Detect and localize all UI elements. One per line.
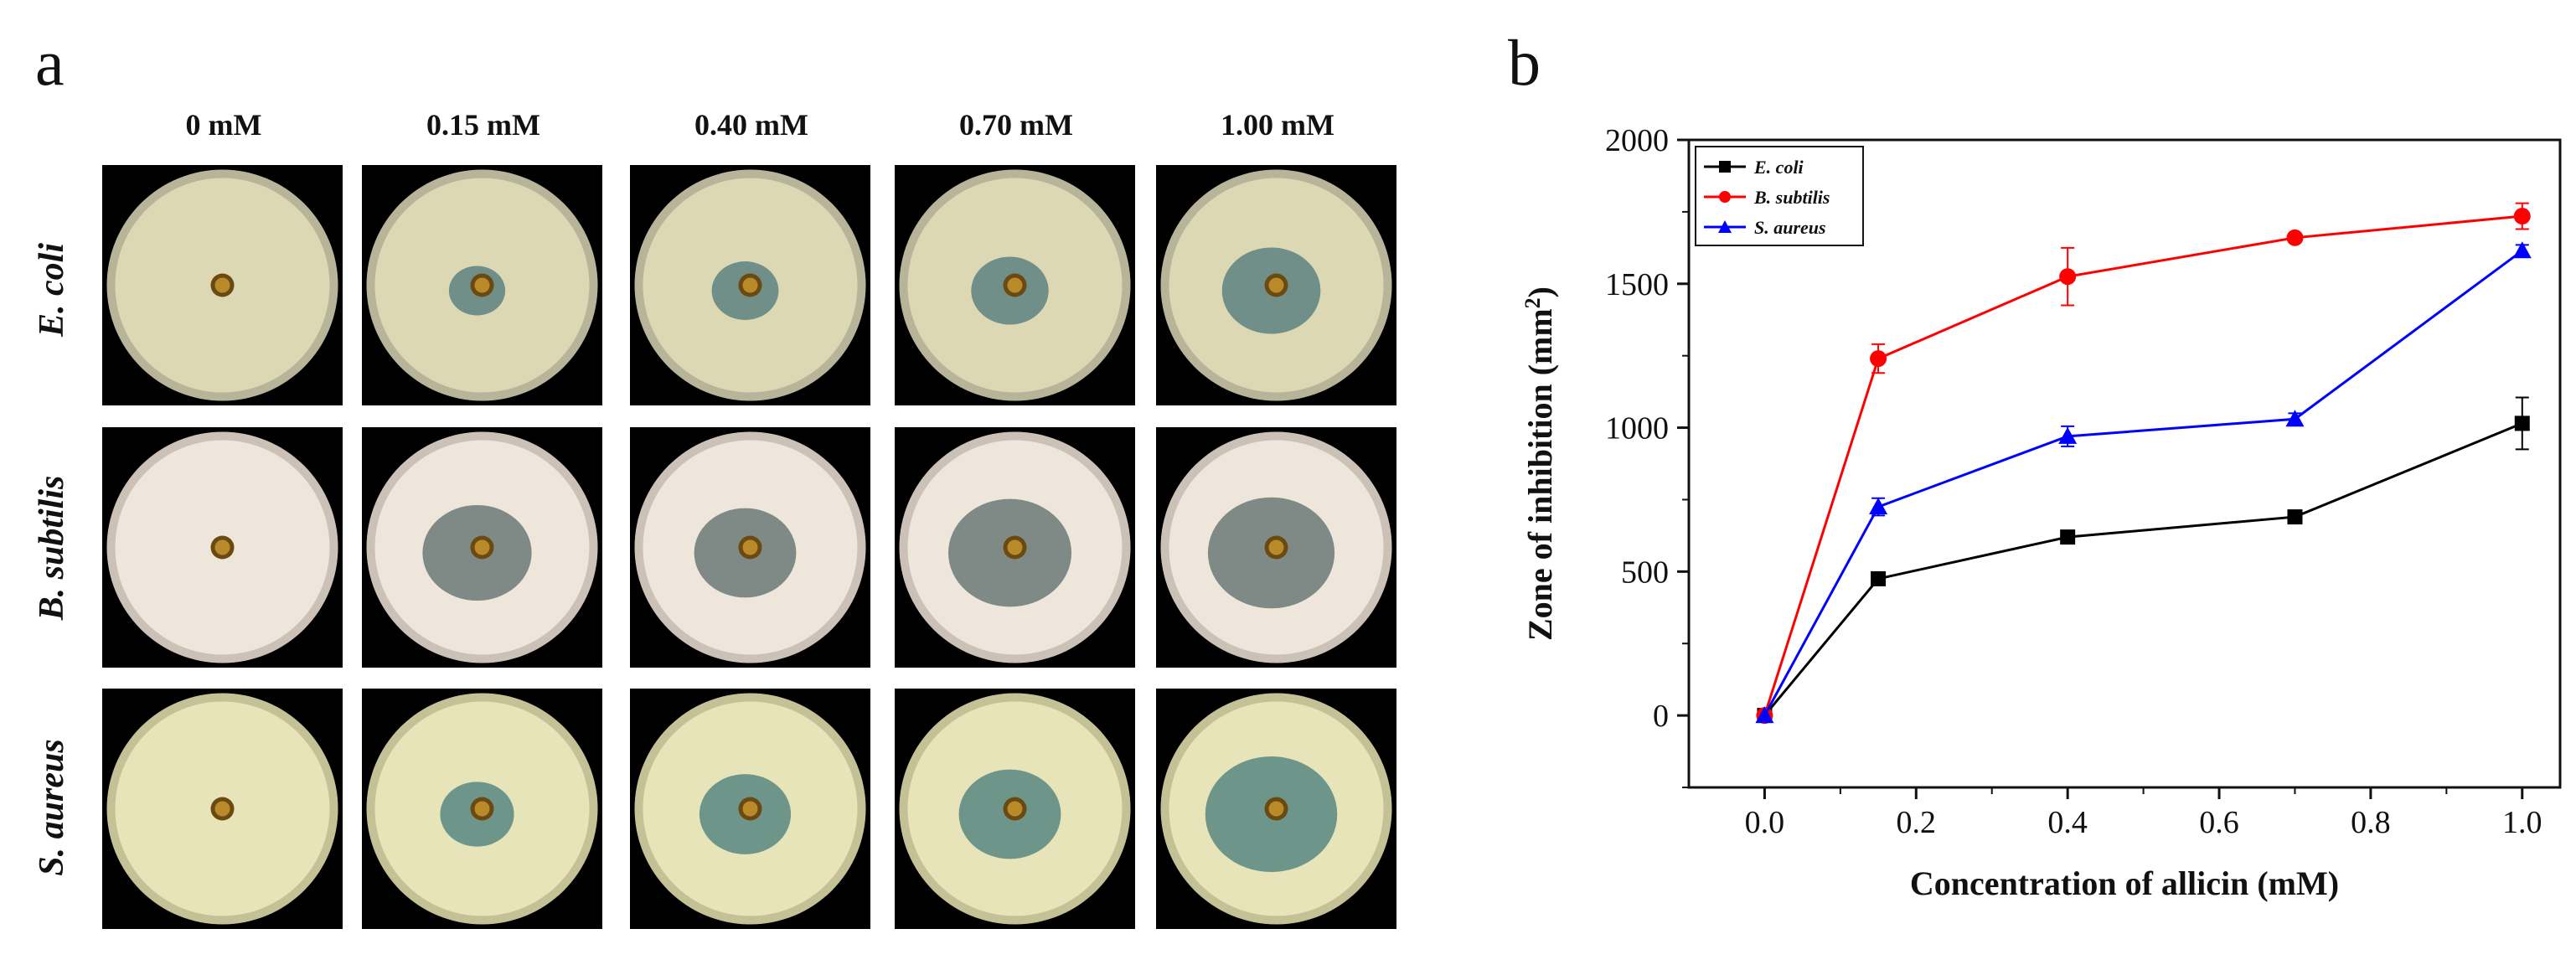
column-label-0.15mM: 0.15 mM: [426, 108, 540, 142]
plate-b-subtilis-2: [630, 427, 870, 668]
panel-a-letter: a: [35, 26, 65, 99]
y-tick-label-2000: 2000: [1605, 123, 1669, 158]
x-tick-label-0.2: 0.2: [1897, 805, 1937, 840]
inhibition-chart: 0 500 1000 1500 2000 0.0 0.2 0.4 0.6 0.8 1.0 Concen…: [1491, 75, 2576, 965]
y-tick-label-1500: 1500: [1605, 267, 1669, 302]
x-tick-label-0.0: 0.0: [1745, 805, 1785, 840]
plate-e-coli-0: [102, 165, 343, 405]
x-tick-label-0.8: 0.8: [2351, 805, 2391, 840]
plate-b-subtilis-0: [102, 427, 343, 668]
data-point-e-coli-4: [2514, 415, 2530, 431]
row-label-b-subtilis: B. subtilis: [33, 475, 71, 621]
plate-b-subtilis-3: [895, 427, 1135, 668]
plate-e-coli-2: [630, 165, 870, 405]
y-tick-label-500: 500: [1621, 555, 1669, 590]
data-point-b-subtilis-3: [2286, 229, 2304, 246]
data-point-s-aureus-3: [2285, 410, 2305, 427]
data-point-b-subtilis-1: [1870, 350, 1887, 368]
plate-b-subtilis-4: [1156, 427, 1396, 668]
data-point-s-aureus-2: [2058, 426, 2078, 444]
data-point-e-coli-3: [2287, 509, 2303, 525]
x-tick-label-0.6: 0.6: [2199, 805, 2239, 840]
series-line-e-coli: [1763, 422, 2523, 717]
legend-label-b-subtilis: B. subtilis: [1753, 187, 1830, 208]
legend-marker-b-subtilis: [1719, 191, 1731, 203]
y-axis-title: Zone of inhibition (mm2): [1520, 286, 1560, 641]
plate-s-aureus-3: [895, 689, 1135, 929]
plate-e-coli-3: [895, 165, 1135, 405]
row-label-e-coli: E. coli: [33, 243, 71, 337]
legend-label-e-coli: E. coli: [1753, 157, 1804, 178]
plate-s-aureus-1: [362, 689, 602, 929]
plate-s-aureus-0: [102, 689, 343, 929]
chart-svg: 0 500 1000 1500 2000 0.0 0.2 0.4 0.6 0.8 1.0 Concen…: [1520, 123, 2562, 902]
data-point-b-subtilis-4: [2513, 208, 2531, 225]
series-line-b-subtilis: [1763, 214, 2522, 716]
series-line-s-aureus: [1763, 250, 2523, 716]
plate-grid: 0 mM 0.15 mM 0.40 mM 0.70 mM 1.00 mM E. …: [33, 108, 1396, 929]
column-label-0.40mM: 0.40 mM: [694, 108, 808, 142]
x-tick-label-1.0: 1.0: [2502, 805, 2542, 840]
data-point-b-subtilis-2: [2059, 268, 2077, 286]
plate-s-aureus-2: [630, 689, 870, 929]
plate-b-subtilis-1: [362, 427, 602, 668]
legend-marker-s-aureus: [1718, 220, 1732, 233]
legend-label-s-aureus: S. aureus: [1754, 217, 1826, 238]
x-tick-label-0.4: 0.4: [2047, 805, 2088, 840]
plot-frame: [1687, 138, 2562, 789]
column-label-0.70mM: 0.70 mM: [959, 108, 1073, 142]
y-tick-label-0: 0: [1653, 699, 1669, 734]
x-axis-title: Concentration of allicin (mM): [1910, 864, 2339, 902]
y-tick-label-1000: 1000: [1605, 411, 1669, 446]
column-label-1.00mM: 1.00 mM: [1221, 108, 1334, 142]
data-point-e-coli-1: [1871, 570, 1887, 586]
row-label-s-aureus: S. aureus: [33, 739, 71, 876]
data-point-e-coli-2: [2060, 529, 2076, 545]
plate-s-aureus-4: [1156, 689, 1396, 929]
data-point-s-aureus-1: [1869, 498, 1888, 515]
data-point-s-aureus-4: [2512, 241, 2532, 259]
panel-b-letter: b: [1508, 26, 1541, 99]
plate-e-coli-1: [362, 165, 602, 405]
plate-e-coli-4: [1156, 165, 1396, 405]
column-label-0mM: 0 mM: [185, 108, 262, 142]
data-point-s-aureus-0: [1755, 706, 1774, 724]
legend-marker-e-coli: [1719, 161, 1731, 173]
